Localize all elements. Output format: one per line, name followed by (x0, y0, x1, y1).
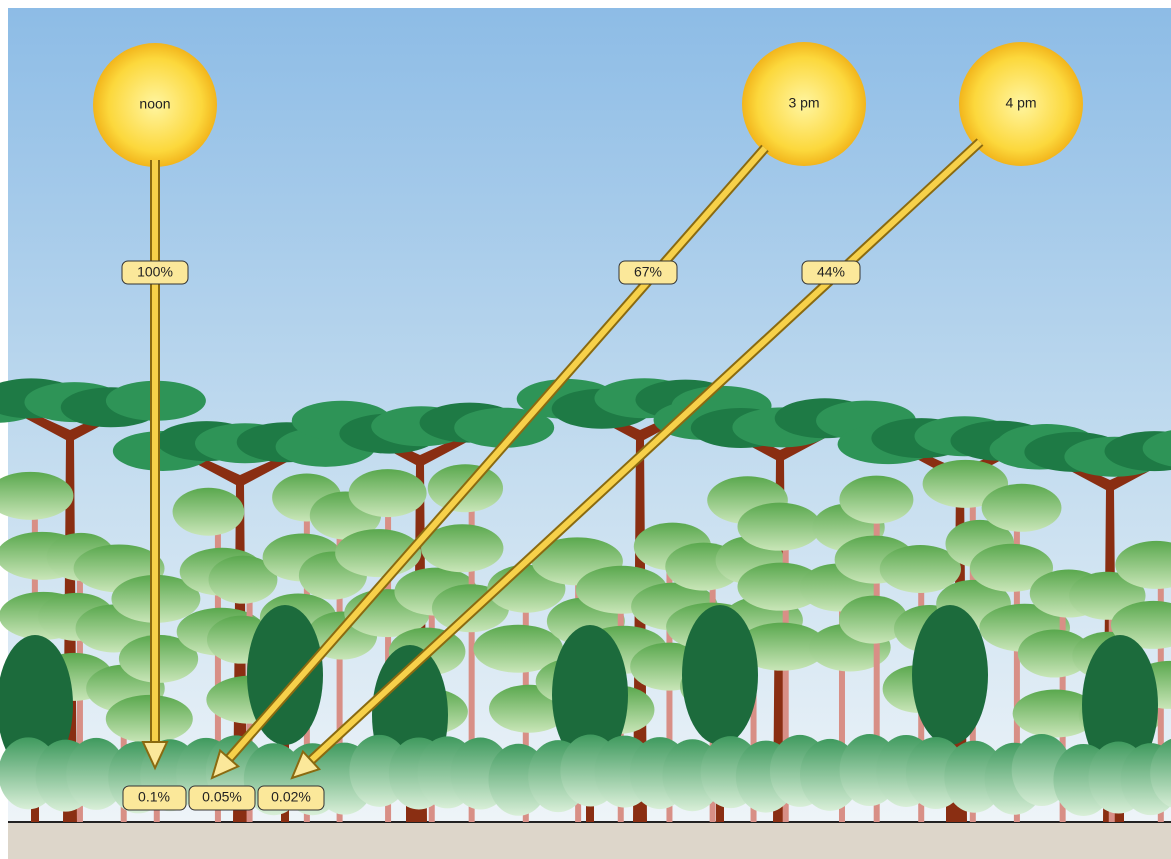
canopy-label: 44% (817, 264, 845, 280)
sun-label: noon (139, 96, 170, 112)
foliage (737, 503, 821, 551)
floor-label: 0.05% (202, 789, 242, 805)
ground (8, 822, 1171, 859)
sun-label: 3 pm (788, 95, 819, 111)
floor-label: 0.02% (271, 789, 311, 805)
forest-light-diagram: noon 3 pm 4 pm 100% 67% 44% 0.1% 0.05% 0… (0, 0, 1171, 859)
canopy-label: 67% (634, 264, 662, 280)
dark-tree (912, 605, 988, 745)
foliage (839, 476, 913, 524)
canopy-label: 100% (137, 264, 173, 280)
floor-label: 0.1% (138, 789, 170, 805)
foliage (349, 469, 427, 517)
dark-tree (682, 605, 758, 745)
sun-label: 4 pm (1005, 95, 1036, 111)
foliage (106, 695, 193, 743)
foliage (982, 484, 1062, 532)
foliage (173, 488, 245, 536)
